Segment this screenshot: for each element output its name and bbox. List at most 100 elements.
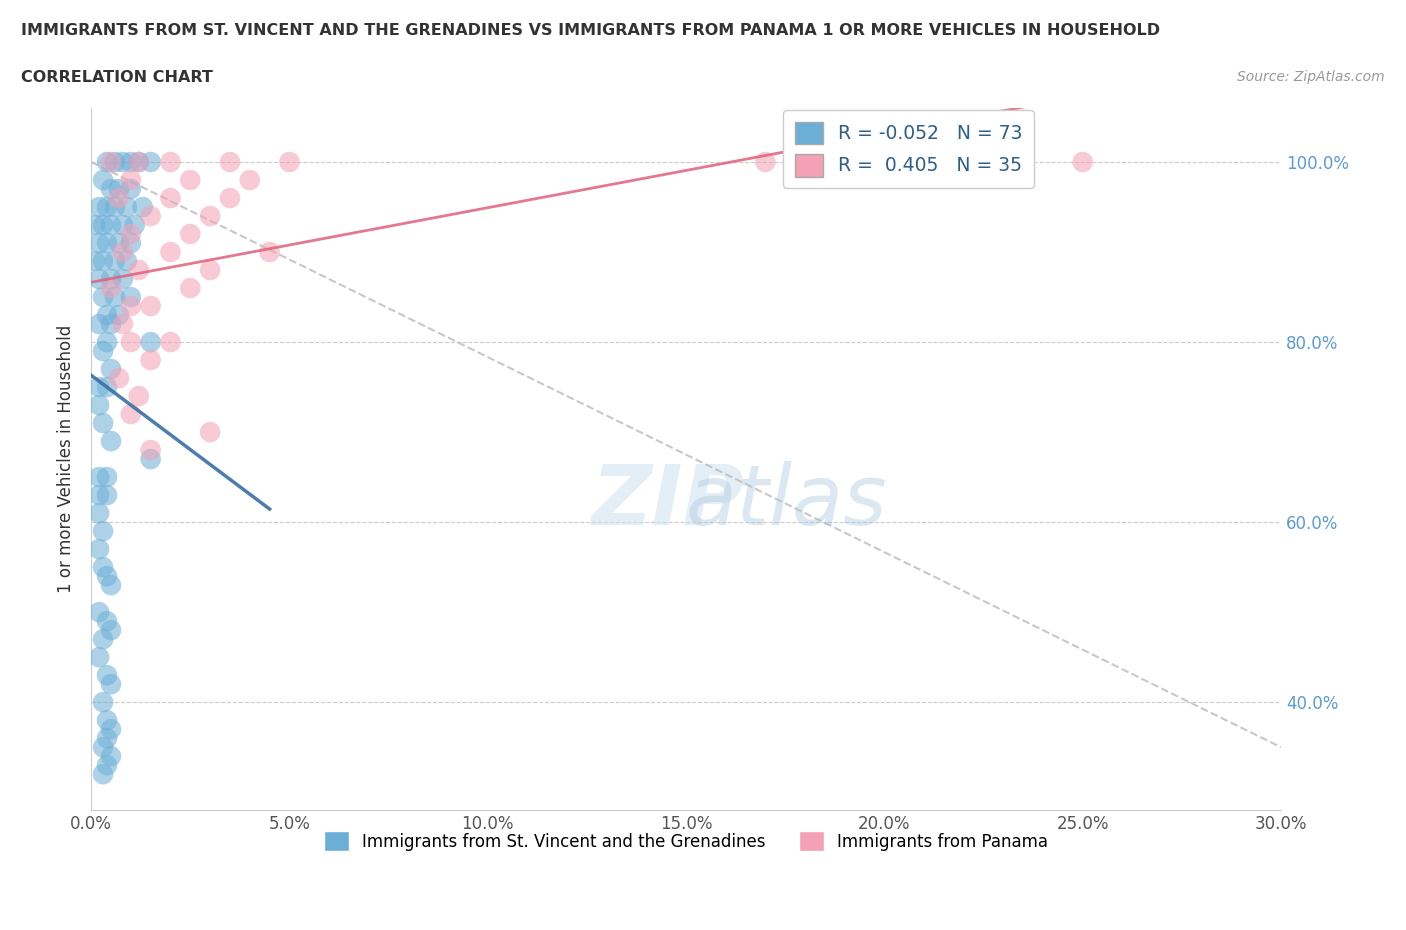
Point — [124, 218, 146, 232]
Point — [198, 425, 221, 440]
Text: IMMIGRANTS FROM ST. VINCENT AND THE GRENADINES VS IMMIGRANTS FROM PANAMA 1 OR MO: IMMIGRANTS FROM ST. VINCENT AND THE GREN… — [21, 23, 1160, 38]
Text: atlas: atlas — [686, 460, 887, 542]
Point — [91, 173, 114, 188]
Point — [104, 289, 127, 304]
Point — [139, 352, 162, 367]
Point — [139, 443, 162, 458]
Point — [100, 578, 122, 592]
Point — [100, 154, 122, 169]
Point — [100, 281, 122, 296]
Legend: Immigrants from St. Vincent and the Grenadines, Immigrants from Panama: Immigrants from St. Vincent and the Gren… — [318, 824, 1054, 858]
Point — [139, 335, 162, 350]
Point — [108, 235, 131, 250]
Point — [100, 677, 122, 692]
Point — [87, 470, 110, 485]
Y-axis label: 1 or more Vehicles in Household: 1 or more Vehicles in Household — [58, 325, 75, 593]
Point — [96, 731, 118, 746]
Point — [259, 245, 281, 259]
Point — [239, 173, 262, 188]
Point — [100, 362, 122, 377]
Point — [179, 173, 201, 188]
Point — [104, 200, 127, 215]
Point — [159, 245, 181, 259]
Point — [111, 316, 134, 331]
Point — [159, 191, 181, 206]
Point — [120, 173, 142, 188]
Point — [96, 200, 118, 215]
Point — [100, 218, 122, 232]
Point — [754, 154, 776, 169]
Point — [128, 389, 150, 404]
Point — [91, 560, 114, 575]
Point — [278, 154, 301, 169]
Point — [100, 722, 122, 737]
Point — [96, 487, 118, 502]
Point — [128, 154, 150, 169]
Point — [111, 272, 134, 286]
Point — [87, 541, 110, 556]
Point — [84, 254, 107, 269]
Point — [96, 668, 118, 683]
Point — [87, 379, 110, 394]
Point — [87, 316, 110, 331]
Point — [111, 154, 134, 169]
Point — [87, 272, 110, 286]
Point — [87, 200, 110, 215]
Point — [139, 452, 162, 467]
Point — [84, 218, 107, 232]
Point — [91, 218, 114, 232]
Point — [179, 227, 201, 242]
Point — [179, 281, 201, 296]
Point — [91, 695, 114, 710]
Point — [96, 335, 118, 350]
Point — [91, 344, 114, 359]
Point — [87, 487, 110, 502]
Point — [128, 154, 150, 169]
Point — [91, 524, 114, 538]
Point — [120, 235, 142, 250]
Point — [120, 181, 142, 196]
Point — [219, 191, 242, 206]
Text: Source: ZipAtlas.com: Source: ZipAtlas.com — [1237, 70, 1385, 84]
Point — [139, 154, 162, 169]
Point — [91, 767, 114, 782]
Point — [198, 262, 221, 277]
Point — [87, 650, 110, 665]
Point — [96, 154, 118, 169]
Point — [104, 154, 127, 169]
Point — [91, 416, 114, 431]
Point — [96, 379, 118, 394]
Point — [91, 254, 114, 269]
Point — [159, 335, 181, 350]
Point — [100, 433, 122, 448]
Point — [100, 316, 122, 331]
Point — [219, 154, 242, 169]
Point — [120, 406, 142, 421]
Point — [108, 191, 131, 206]
Text: CORRELATION CHART: CORRELATION CHART — [21, 70, 212, 85]
Point — [111, 218, 134, 232]
Point — [96, 235, 118, 250]
Point — [100, 749, 122, 764]
Point — [108, 371, 131, 386]
Point — [100, 623, 122, 638]
Point — [111, 245, 134, 259]
Point — [96, 308, 118, 323]
Point — [128, 262, 150, 277]
Point — [87, 398, 110, 413]
Point — [120, 335, 142, 350]
Text: ZIP: ZIP — [591, 460, 744, 542]
Point — [96, 712, 118, 727]
Point — [1071, 154, 1094, 169]
Point — [91, 739, 114, 754]
Point — [132, 200, 155, 215]
Point — [108, 181, 131, 196]
Point — [96, 569, 118, 584]
Point — [120, 289, 142, 304]
Point — [91, 289, 114, 304]
Point — [87, 235, 110, 250]
Point — [100, 272, 122, 286]
Point — [96, 758, 118, 773]
Point — [100, 181, 122, 196]
Point — [87, 506, 110, 521]
